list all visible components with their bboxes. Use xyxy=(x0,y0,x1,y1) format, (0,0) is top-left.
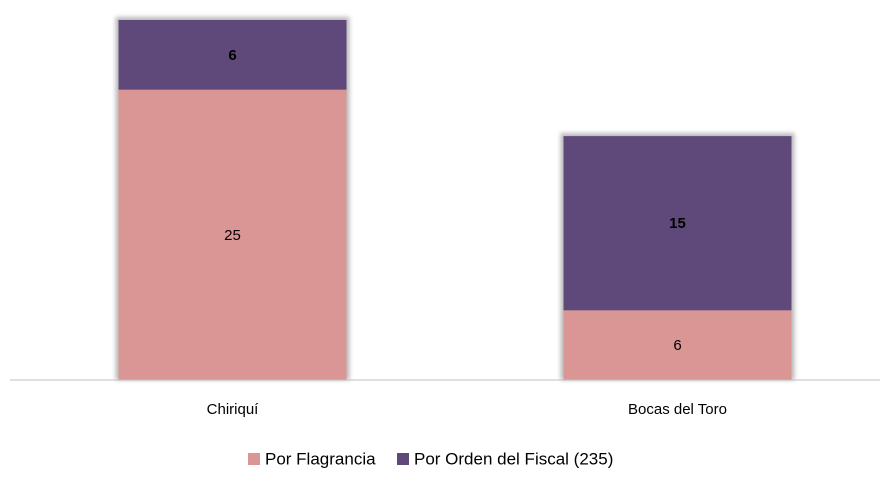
bars xyxy=(118,20,792,380)
x-tick-label: Chiriquí xyxy=(207,401,260,418)
data-label: 6 xyxy=(673,337,681,354)
x-tick-label: Bocas del Toro xyxy=(628,401,727,418)
bar-segment xyxy=(118,20,347,90)
bar-segment xyxy=(563,136,792,311)
data-label: 6 xyxy=(228,47,236,64)
legend-label: Por Orden del Fiscal (235) xyxy=(414,449,613,468)
data-label: 15 xyxy=(669,215,686,232)
legend-swatch xyxy=(248,453,260,465)
legend-swatch xyxy=(397,453,409,465)
legend-label: Por Flagrancia xyxy=(265,449,376,468)
bar-segment xyxy=(118,89,347,380)
bar-segment xyxy=(563,310,792,380)
data-label: 25 xyxy=(224,227,241,244)
